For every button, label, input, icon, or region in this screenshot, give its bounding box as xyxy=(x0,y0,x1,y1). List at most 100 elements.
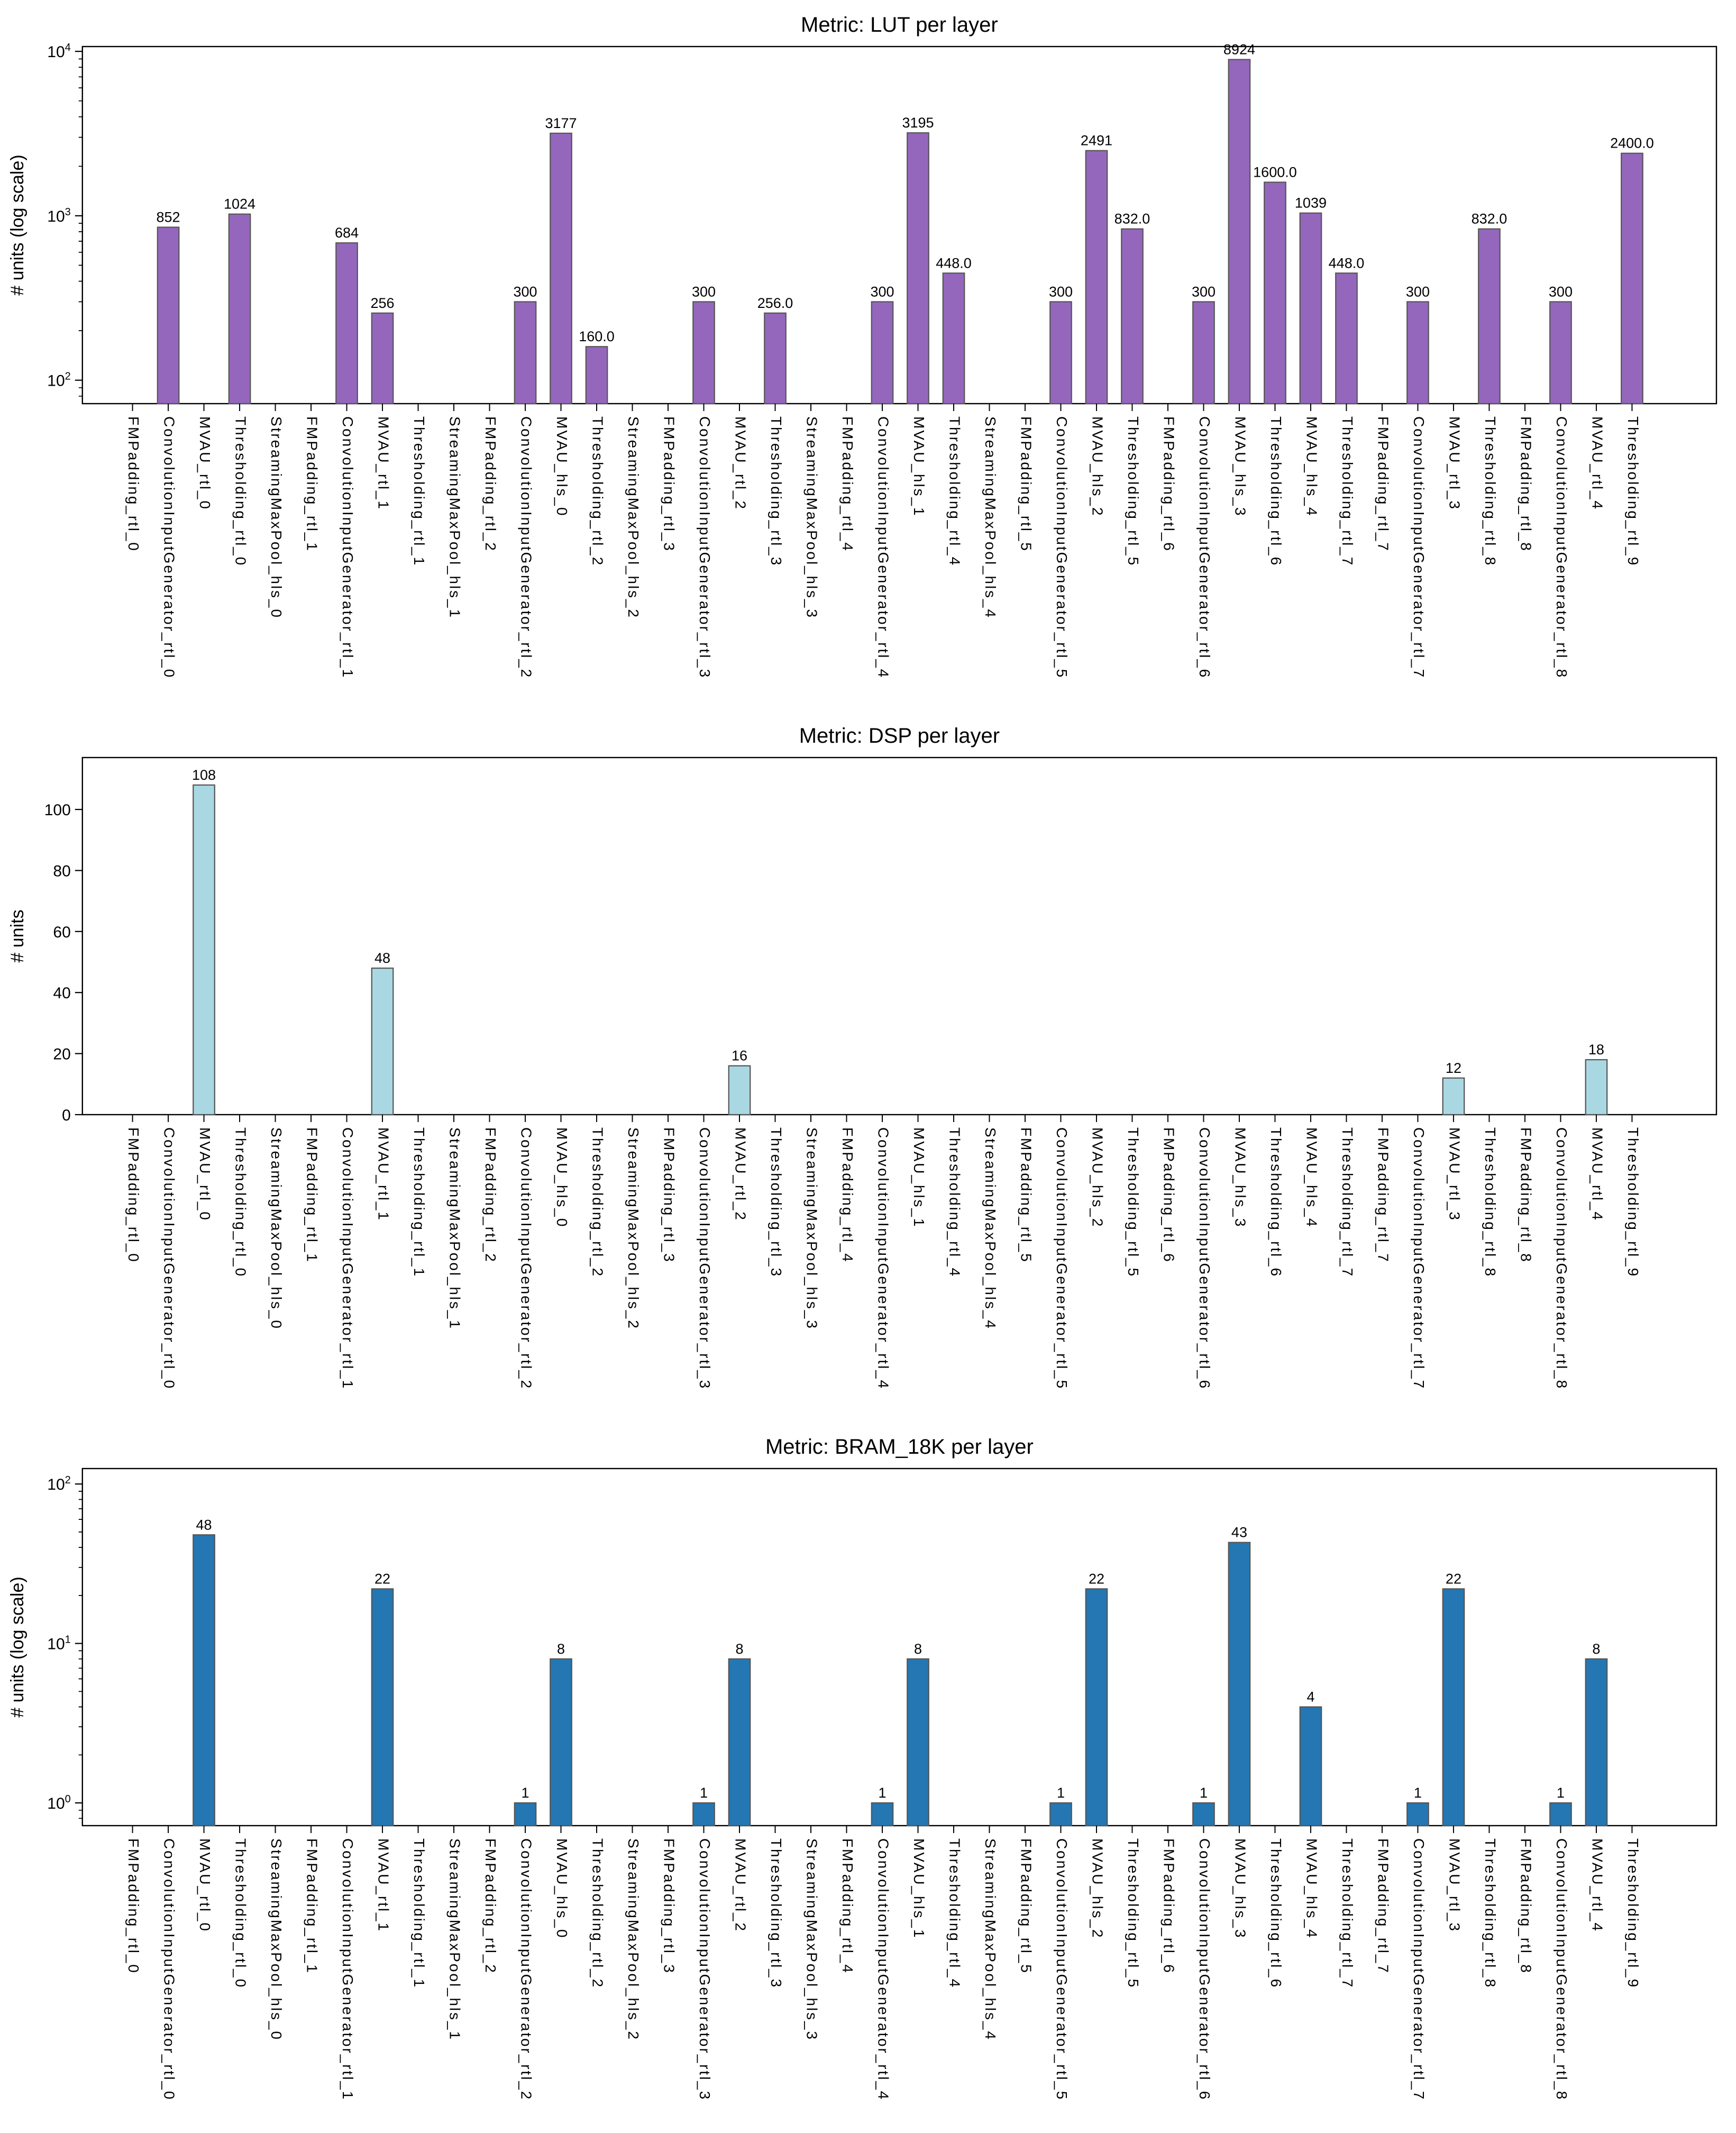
svg-text:48: 48 xyxy=(374,950,390,966)
svg-text:Thresholding_rtl_6: Thresholding_rtl_6 xyxy=(1268,1127,1284,1278)
svg-text:FMPadding_rtl_5: FMPadding_rtl_5 xyxy=(1018,416,1035,552)
svg-text:StreamingMaxPool_hls_4: StreamingMaxPool_hls_4 xyxy=(982,1838,999,2041)
svg-text:1: 1 xyxy=(1557,1785,1565,1801)
svg-text:Thresholding_rtl_5: Thresholding_rtl_5 xyxy=(1125,416,1141,567)
svg-text:852: 852 xyxy=(157,209,180,225)
svg-text:Thresholding_rtl_1: Thresholding_rtl_1 xyxy=(411,1127,427,1278)
svg-text:ConvolutionInputGenerator_rtl_: ConvolutionInputGenerator_rtl_6 xyxy=(1196,1127,1213,1390)
svg-text:8: 8 xyxy=(914,1641,922,1657)
svg-text:FMPadding_rtl_0: FMPadding_rtl_0 xyxy=(125,1838,142,1974)
svg-text:3177: 3177 xyxy=(545,115,577,131)
svg-text:101: 101 xyxy=(47,1634,71,1653)
svg-text:8: 8 xyxy=(557,1641,565,1657)
svg-text:ConvolutionInputGenerator_rtl_: ConvolutionInputGenerator_rtl_8 xyxy=(1554,1127,1570,1390)
svg-text:4: 4 xyxy=(1306,1689,1314,1705)
svg-text:Thresholding_rtl_9: Thresholding_rtl_9 xyxy=(1625,1127,1641,1278)
svg-text:Thresholding_rtl_0: Thresholding_rtl_0 xyxy=(233,1838,249,1989)
svg-text:StreamingMaxPool_hls_1: StreamingMaxPool_hls_1 xyxy=(447,416,463,619)
svg-text:MVAU_rtl_3: MVAU_rtl_3 xyxy=(1447,1127,1463,1222)
svg-text:Thresholding_rtl_3: Thresholding_rtl_3 xyxy=(768,1838,784,1989)
svg-text:684: 684 xyxy=(335,225,359,241)
svg-text:300: 300 xyxy=(513,284,537,299)
svg-text:Thresholding_rtl_2: Thresholding_rtl_2 xyxy=(590,1127,606,1278)
svg-text:832.0: 832.0 xyxy=(1114,211,1150,227)
svg-text:Thresholding_rtl_2: Thresholding_rtl_2 xyxy=(590,416,606,567)
svg-text:FMPadding_rtl_1: FMPadding_rtl_1 xyxy=(304,1838,321,1974)
svg-text:ConvolutionInputGenerator_rtl_: ConvolutionInputGenerator_rtl_0 xyxy=(161,1127,178,1390)
svg-text:Thresholding_rtl_9: Thresholding_rtl_9 xyxy=(1625,1838,1641,1989)
svg-text:Thresholding_rtl_1: Thresholding_rtl_1 xyxy=(411,416,427,567)
svg-text:60: 60 xyxy=(53,924,70,941)
svg-text:ConvolutionInputGenerator_rtl_: ConvolutionInputGenerator_rtl_5 xyxy=(1054,1838,1070,2101)
svg-text:ConvolutionInputGenerator_rtl_: ConvolutionInputGenerator_rtl_3 xyxy=(697,1838,713,2101)
svg-text:ConvolutionInputGenerator_rtl_: ConvolutionInputGenerator_rtl_6 xyxy=(1196,1838,1213,2101)
svg-text:Thresholding_rtl_7: Thresholding_rtl_7 xyxy=(1339,416,1356,567)
svg-text:ConvolutionInputGenerator_rtl_: ConvolutionInputGenerator_rtl_0 xyxy=(161,416,178,679)
svg-text:1: 1 xyxy=(1414,1785,1422,1801)
svg-text:Metric: LUT per layer: Metric: LUT per layer xyxy=(801,13,998,37)
svg-text:448.0: 448.0 xyxy=(936,255,972,271)
svg-text:MVAU_hls_2: MVAU_hls_2 xyxy=(1090,1838,1106,1939)
svg-text:2400.0: 2400.0 xyxy=(1610,135,1654,151)
svg-text:832.0: 832.0 xyxy=(1472,211,1507,227)
svg-text:FMPadding_rtl_3: FMPadding_rtl_3 xyxy=(661,416,678,552)
svg-text:ConvolutionInputGenerator_rtl_: ConvolutionInputGenerator_rtl_0 xyxy=(161,1838,178,2101)
svg-text:448.0: 448.0 xyxy=(1329,255,1365,271)
svg-text:StreamingMaxPool_hls_2: StreamingMaxPool_hls_2 xyxy=(625,1127,642,1330)
svg-text:1600.0: 1600.0 xyxy=(1253,165,1297,180)
svg-text:MVAU_rtl_4: MVAU_rtl_4 xyxy=(1589,1838,1606,1933)
svg-text:Thresholding_rtl_5: Thresholding_rtl_5 xyxy=(1125,1127,1141,1278)
svg-text:48: 48 xyxy=(196,1517,212,1533)
svg-text:FMPadding_rtl_4: FMPadding_rtl_4 xyxy=(839,416,856,552)
svg-text:108: 108 xyxy=(192,767,216,783)
svg-text:Metric: DSP per layer: Metric: DSP per layer xyxy=(799,724,1000,748)
svg-text:12: 12 xyxy=(1446,1060,1461,1076)
svg-text:FMPadding_rtl_7: FMPadding_rtl_7 xyxy=(1375,1838,1392,1974)
svg-text:Thresholding_rtl_8: Thresholding_rtl_8 xyxy=(1482,1127,1499,1278)
svg-text:MVAU_rtl_1: MVAU_rtl_1 xyxy=(376,1127,392,1222)
svg-text:ConvolutionInputGenerator_rtl_: ConvolutionInputGenerator_rtl_1 xyxy=(340,416,356,679)
svg-text:FMPadding_rtl_0: FMPadding_rtl_0 xyxy=(125,1127,142,1263)
svg-text:MVAU_hls_4: MVAU_hls_4 xyxy=(1304,416,1320,517)
svg-text:MVAU_hls_1: MVAU_hls_1 xyxy=(911,1127,927,1228)
svg-text:FMPadding_rtl_8: FMPadding_rtl_8 xyxy=(1518,416,1534,552)
svg-text:MVAU_hls_4: MVAU_hls_4 xyxy=(1304,1127,1320,1228)
svg-text:ConvolutionInputGenerator_rtl_: ConvolutionInputGenerator_rtl_3 xyxy=(697,416,713,679)
svg-text:Thresholding_rtl_0: Thresholding_rtl_0 xyxy=(233,416,249,567)
svg-text:ConvolutionInputGenerator_rtl_: ConvolutionInputGenerator_rtl_1 xyxy=(340,1838,356,2101)
svg-text:MVAU_hls_0: MVAU_hls_0 xyxy=(554,416,570,517)
svg-text:ConvolutionInputGenerator_rtl_: ConvolutionInputGenerator_rtl_8 xyxy=(1554,1838,1570,2101)
svg-text:22: 22 xyxy=(1446,1571,1461,1587)
svg-text:MVAU_rtl_1: MVAU_rtl_1 xyxy=(376,1838,392,1933)
svg-text:22: 22 xyxy=(374,1571,390,1587)
svg-text:ConvolutionInputGenerator_rtl_: ConvolutionInputGenerator_rtl_8 xyxy=(1554,416,1570,679)
svg-text:# units (log scale): # units (log scale) xyxy=(7,1576,28,1717)
svg-text:Thresholding_rtl_9: Thresholding_rtl_9 xyxy=(1625,416,1641,567)
svg-text:MVAU_rtl_0: MVAU_rtl_0 xyxy=(197,1127,213,1222)
svg-text:FMPadding_rtl_4: FMPadding_rtl_4 xyxy=(839,1838,856,1974)
svg-text:1039: 1039 xyxy=(1295,195,1327,211)
svg-text:FMPadding_rtl_3: FMPadding_rtl_3 xyxy=(661,1838,678,1974)
svg-text:ConvolutionInputGenerator_rtl_: ConvolutionInputGenerator_rtl_4 xyxy=(875,416,892,679)
svg-text:18: 18 xyxy=(1588,1042,1604,1058)
svg-text:1: 1 xyxy=(1200,1785,1208,1801)
svg-text:ConvolutionInputGenerator_rtl_: ConvolutionInputGenerator_rtl_4 xyxy=(875,1127,892,1390)
svg-text:ConvolutionInputGenerator_rtl_: ConvolutionInputGenerator_rtl_5 xyxy=(1054,1127,1070,1390)
svg-text:MVAU_rtl_2: MVAU_rtl_2 xyxy=(733,416,749,511)
svg-text:ConvolutionInputGenerator_rtl_: ConvolutionInputGenerator_rtl_6 xyxy=(1196,416,1213,679)
svg-text:102: 102 xyxy=(47,1474,71,1493)
svg-text:MVAU_hls_0: MVAU_hls_0 xyxy=(554,1838,570,1939)
svg-text:1: 1 xyxy=(1057,1785,1065,1801)
svg-text:104: 104 xyxy=(47,42,71,61)
svg-text:FMPadding_rtl_3: FMPadding_rtl_3 xyxy=(661,1127,678,1263)
svg-text:MVAU_rtl_4: MVAU_rtl_4 xyxy=(1589,1127,1606,1222)
svg-text:1: 1 xyxy=(700,1785,708,1801)
svg-text:FMPadding_rtl_8: FMPadding_rtl_8 xyxy=(1518,1838,1534,1974)
svg-text:MVAU_rtl_2: MVAU_rtl_2 xyxy=(733,1127,749,1222)
svg-text:FMPadding_rtl_6: FMPadding_rtl_6 xyxy=(1161,1838,1177,1974)
svg-text:Thresholding_rtl_7: Thresholding_rtl_7 xyxy=(1339,1838,1356,1989)
svg-text:StreamingMaxPool_hls_4: StreamingMaxPool_hls_4 xyxy=(982,1127,999,1330)
svg-text:MVAU_hls_0: MVAU_hls_0 xyxy=(554,1127,570,1228)
svg-text:FMPadding_rtl_8: FMPadding_rtl_8 xyxy=(1518,1127,1534,1263)
svg-text:StreamingMaxPool_hls_0: StreamingMaxPool_hls_0 xyxy=(268,1838,285,2041)
